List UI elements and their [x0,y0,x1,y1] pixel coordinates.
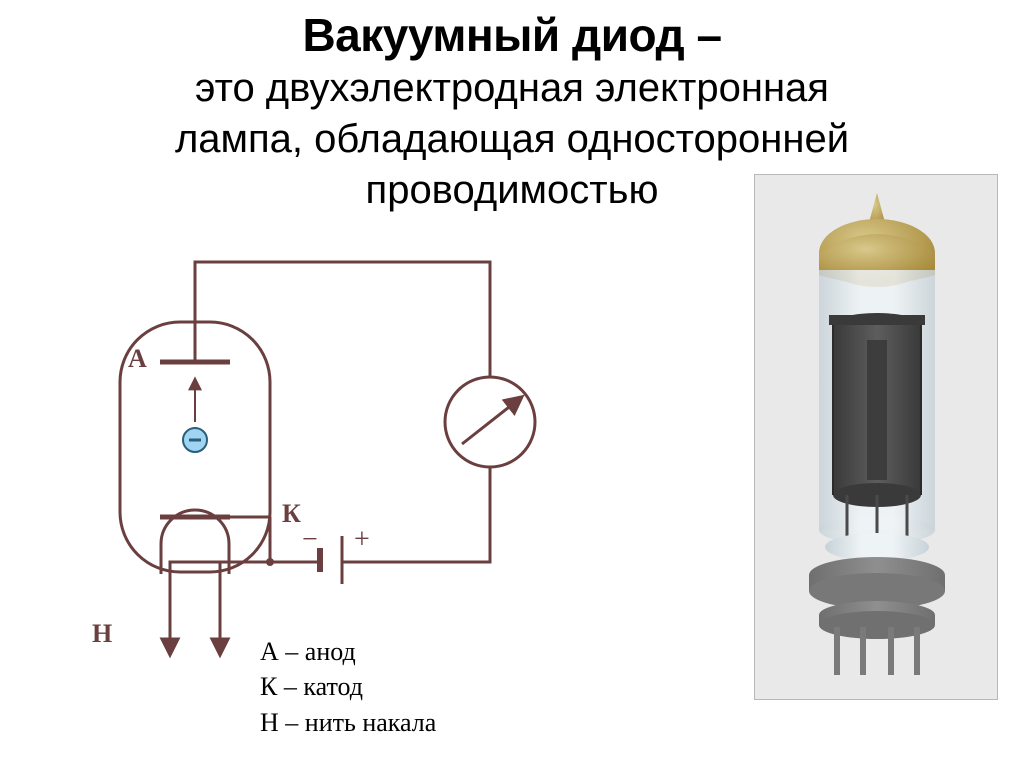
svg-text:А: А [128,344,147,373]
content: АКН−+ А – анодК – катодН – нить накала [0,214,1024,724]
page: Вакуумный диод – это двухэлектродная эле… [0,0,1024,767]
legend-row: Н – нить накала [260,705,436,740]
svg-text:Н: Н [92,619,112,648]
svg-text:+: + [354,524,370,555]
legend-row: К – катод [260,669,436,704]
title-sub-1: лампа, обладающая односторонней [0,115,1024,164]
legend-row: А – анод [260,634,436,669]
title-sub-0: это двухэлектродная электронная [0,64,1024,113]
legend: А – анодК – катодН – нить накала [260,634,436,739]
title-main: Вакуумный диод – [0,8,1024,62]
svg-text:К: К [282,499,301,528]
tube-photo [754,174,998,700]
svg-text:−: − [302,524,318,555]
